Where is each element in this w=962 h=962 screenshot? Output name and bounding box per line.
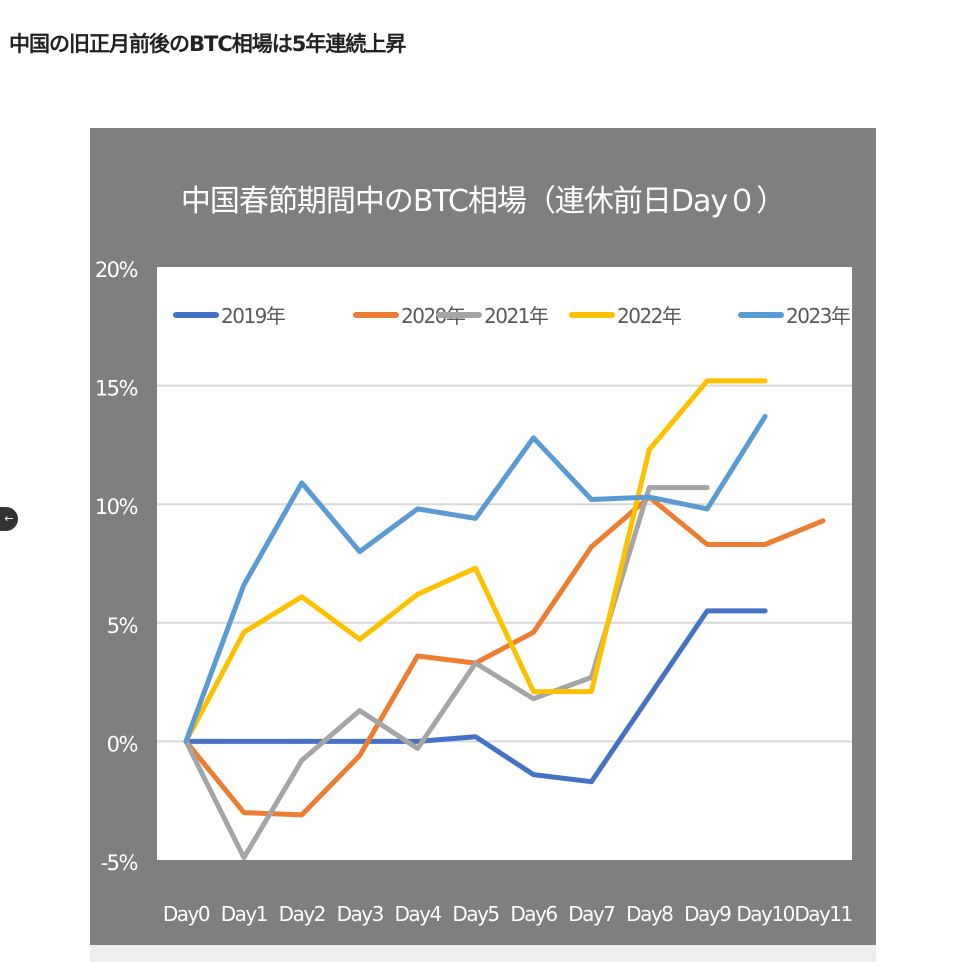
x-tick-label: Day0: [163, 902, 210, 926]
series-line-2019: [183, 608, 768, 785]
x-tick-label: Day9: [684, 902, 731, 926]
series-line-2022: [183, 378, 768, 744]
x-tick-label: Day8: [626, 902, 673, 926]
y-tick-label: 0%: [107, 732, 138, 756]
plot-area: [157, 267, 852, 860]
x-tick-label: Day4: [395, 902, 442, 926]
x-tick-label: Day7: [568, 902, 615, 926]
legend-label: 2019年: [221, 304, 286, 328]
chart-title: 中国春節期間中のBTC相場（連休前日Day０）: [180, 184, 786, 219]
x-tick-label: Day5: [452, 902, 498, 926]
arrow-left-icon: ←: [4, 512, 14, 525]
series-line-2023: [183, 413, 768, 744]
x-tick-label: Day10: [736, 902, 794, 926]
series-line-2021: [183, 485, 710, 861]
y-tick-label: -5%: [101, 851, 138, 875]
legend-label: 2021年: [484, 304, 549, 328]
x-tick-label: Day3: [337, 902, 384, 926]
legend: 2019年 2020年 2021年 2022年 2023年: [173, 304, 852, 328]
chart-bottom-strip: [90, 945, 876, 962]
legend-label: 2023年: [786, 304, 851, 328]
page-heading: 中国の旧正月前後のBTC相場は5年連続上昇: [9, 32, 406, 56]
back-button[interactable]: ←: [0, 507, 18, 531]
x-tick-label: Day6: [510, 902, 557, 926]
x-tick-label: Day2: [279, 902, 325, 926]
x-tick-label: Day1: [221, 902, 267, 926]
y-tick-label: 10%: [95, 495, 138, 519]
x-tick-label: Day11: [794, 902, 851, 926]
y-tick-label: 15%: [95, 377, 138, 401]
series-line-2020: [183, 494, 826, 818]
y-tick-label: 5%: [107, 614, 138, 638]
legend-label: 2022年: [617, 304, 682, 328]
y-tick-label: 20%: [95, 258, 138, 282]
